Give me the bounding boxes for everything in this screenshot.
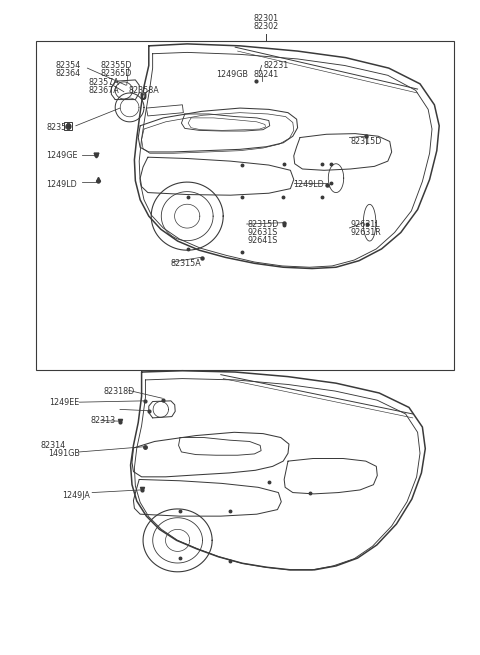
Text: 82315D: 82315D (247, 220, 278, 229)
Text: 82313: 82313 (90, 416, 115, 425)
Text: 82241: 82241 (253, 70, 279, 79)
Text: 1249LD: 1249LD (293, 180, 324, 189)
Text: 1249GE: 1249GE (47, 151, 78, 160)
Text: 1249GB: 1249GB (216, 70, 248, 79)
Text: 82301: 82301 (254, 14, 279, 23)
Text: 82231: 82231 (263, 61, 288, 70)
Text: 82355D: 82355D (101, 61, 132, 70)
Text: 82367A: 82367A (89, 86, 120, 95)
Text: 82353: 82353 (47, 123, 72, 132)
Text: 92631S: 92631S (247, 228, 277, 237)
Text: 82315A: 82315A (170, 259, 201, 268)
Text: 1249JA: 1249JA (62, 491, 90, 500)
Text: 92631L: 92631L (350, 220, 380, 229)
Text: 82314: 82314 (41, 441, 66, 450)
Text: 82358A: 82358A (129, 86, 159, 95)
Text: 82318D: 82318D (103, 387, 134, 396)
Text: 1249LD: 1249LD (47, 180, 77, 189)
Bar (36, 41, 454, 370)
Text: 82354: 82354 (55, 61, 81, 70)
Text: 82365D: 82365D (101, 69, 132, 78)
Text: 1491GB: 1491GB (48, 449, 80, 458)
Text: 1249EE: 1249EE (49, 398, 79, 407)
Text: 82315D: 82315D (350, 137, 382, 146)
Text: 82357A: 82357A (89, 78, 120, 87)
Text: 82302: 82302 (254, 22, 279, 31)
Text: 92641S: 92641S (247, 236, 277, 245)
Text: 92631R: 92631R (350, 228, 381, 237)
Text: 82364: 82364 (55, 69, 80, 78)
